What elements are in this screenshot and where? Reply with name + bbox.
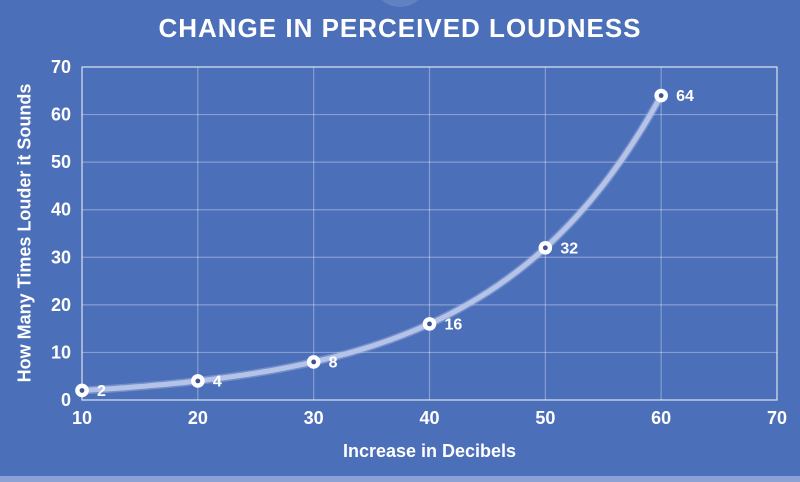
x-tick-label: 30: [304, 408, 324, 428]
data-point-marker-center: [427, 321, 432, 327]
x-tick-label: 60: [651, 408, 671, 428]
x-axis-title: Increase in Decibels: [342, 441, 517, 461]
x-tick-label: 20: [188, 408, 208, 428]
plot-area-border: [81, 66, 778, 401]
data-point-label: 32: [560, 240, 578, 257]
data-point-label: 4: [213, 373, 222, 390]
y-tick-label: 20: [51, 295, 71, 315]
data-point-label: 2: [97, 383, 106, 400]
data-point-marker-center: [195, 378, 201, 384]
top-edge-arc-decoration: [372, 0, 428, 7]
y-tick-label: 40: [51, 200, 71, 220]
y-tick-label: 50: [51, 152, 71, 172]
bottom-edge-strip-decoration: [0, 476, 800, 482]
data-point-marker-center: [311, 359, 317, 365]
y-axis-title: How Many Times Louder it Sounds: [14, 83, 35, 383]
data-point-marker-center: [542, 245, 548, 251]
y-tick-label: 0: [61, 390, 71, 410]
x-tick-label: 50: [535, 408, 555, 428]
y-tick-label: 10: [51, 342, 71, 362]
data-point-marker-center: [79, 388, 85, 393]
x-tick-label: 10: [72, 408, 92, 428]
loudness-curve: [79, 93, 664, 393]
x-tick-label: 40: [419, 408, 439, 428]
y-tick-label: 60: [51, 105, 71, 125]
data-point-label: 16: [445, 316, 463, 333]
x-tick-label: 70: [767, 408, 787, 428]
data-point-label: 64: [676, 88, 694, 105]
data-point-marker-center: [658, 93, 664, 98]
data-point-label: 8: [329, 354, 338, 371]
chart-title: CHANGE IN PERCEIVED LOUDNESS: [158, 13, 642, 43]
y-tick-label: 70: [51, 57, 71, 77]
y-tick-label: 30: [51, 247, 71, 267]
